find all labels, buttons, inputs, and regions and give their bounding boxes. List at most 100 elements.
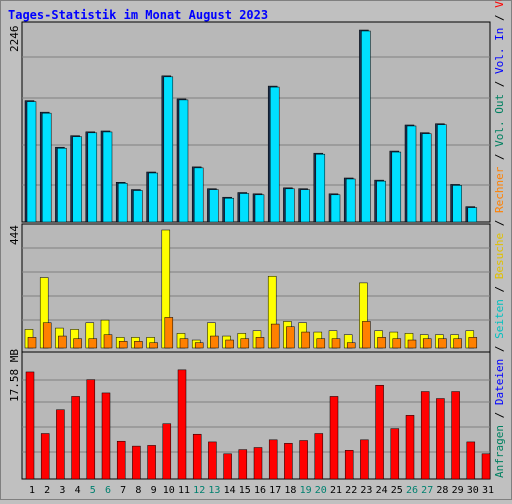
bar-rechner-24 <box>377 337 386 349</box>
legend-part-10: Vol. Out <box>493 94 506 147</box>
bar-rechner-17 <box>270 323 280 349</box>
x-tick-label-15: 15 <box>239 485 251 496</box>
x-tick-label-7: 7 <box>120 485 126 496</box>
bar-volumen-6 <box>101 392 111 480</box>
bar-volumen-12 <box>192 433 202 480</box>
bar-anfragen-19 <box>300 189 310 223</box>
bar-volumen-10 <box>162 423 172 480</box>
x-tick-label-4: 4 <box>75 485 81 496</box>
bar-anfragen-27 <box>421 133 432 223</box>
bar-rechner-16 <box>255 337 265 349</box>
bar-anfragen-2 <box>41 112 52 223</box>
bar-volumen-8 <box>132 445 141 480</box>
bar-volumen-21 <box>329 396 339 480</box>
bar-volumen-2 <box>40 433 50 480</box>
bar-anfragen-24 <box>376 180 386 223</box>
bar-rechner-3 <box>58 335 67 349</box>
bar-rechner-10 <box>164 317 174 349</box>
bar-volumen-5 <box>86 379 96 480</box>
bar-anfragen-16 <box>254 194 265 223</box>
bar-anfragen-17 <box>269 86 280 223</box>
x-tick-label-13: 13 <box>208 485 220 496</box>
legend-part-1: / <box>493 405 506 425</box>
x-tick-label-29: 29 <box>452 485 464 496</box>
bar-anfragen-15 <box>239 193 250 223</box>
x-tick-label-24: 24 <box>376 485 388 496</box>
bar-rechner-6 <box>103 334 113 349</box>
top-ymax-label: 2246 <box>8 26 21 53</box>
x-tick-label-10: 10 <box>163 485 175 496</box>
legend-part-8: Rechner <box>493 166 506 213</box>
legend-part-2: Dateien <box>493 359 506 405</box>
x-tick-label-2: 2 <box>44 485 50 496</box>
bar-rechner-2 <box>42 322 52 349</box>
bar-anfragen-25 <box>391 151 402 223</box>
bar-anfragen-22 <box>345 178 356 223</box>
bar-anfragen-13 <box>209 189 219 223</box>
x-tick-label-31: 31 <box>482 485 494 496</box>
x-tick-label-1: 1 <box>29 485 35 496</box>
bar-rechner-7 <box>118 341 128 349</box>
bar-volumen-31 <box>481 453 491 480</box>
bar-anfragen-20 <box>315 153 326 223</box>
bar-volumen-30 <box>466 441 476 480</box>
x-tick-label-12: 12 <box>193 485 205 496</box>
bar-rechner-4 <box>73 338 82 349</box>
bar-rechner-27 <box>422 338 432 349</box>
bar-volumen-15 <box>238 449 248 480</box>
legend-part-7: / <box>493 213 506 233</box>
x-tick-label-21: 21 <box>330 485 342 496</box>
bar-rechner-23 <box>362 321 371 349</box>
bar-volumen-24 <box>375 384 384 480</box>
bar-volumen-17 <box>268 439 278 480</box>
bar-rechner-5 <box>88 338 98 349</box>
bar-rechner-13 <box>210 335 219 349</box>
bar-anfragen-28 <box>437 124 447 223</box>
bar-rechner-20 <box>316 338 326 349</box>
bar-rechner-15 <box>240 338 250 349</box>
bar-volumen-20 <box>314 433 324 480</box>
x-tick-label-8: 8 <box>135 485 141 496</box>
right-legend: Anfragen / Dateien / Seiten / Besuche / … <box>493 0 506 478</box>
bar-volumen-28 <box>436 398 445 480</box>
bar-rechner-1 <box>27 337 37 349</box>
x-tick-label-14: 14 <box>224 485 236 496</box>
bar-rechner-9 <box>149 342 158 349</box>
bar-rechner-25 <box>392 338 402 349</box>
x-tick-label-23: 23 <box>360 485 372 496</box>
bar-rechner-22 <box>346 342 356 349</box>
bar-anfragen-29 <box>452 185 462 223</box>
bar-volumen-18 <box>284 443 293 480</box>
legend-part-13: / <box>493 8 506 28</box>
bar-rechner-29 <box>453 338 462 349</box>
bar-volumen-7 <box>116 440 126 480</box>
bar-volumen-14 <box>223 453 232 480</box>
bar-anfragen-11 <box>178 99 189 223</box>
x-tick-label-30: 30 <box>467 485 479 496</box>
bar-volumen-13 <box>208 441 217 480</box>
bar-rechner-14 <box>225 339 234 349</box>
x-tick-label-11: 11 <box>178 485 190 496</box>
bar-volumen-11 <box>177 369 187 480</box>
legend-part-9: / <box>493 147 506 167</box>
bar-anfragen-18 <box>285 188 295 223</box>
bar-rechner-11 <box>179 338 189 349</box>
legend-part-4: Seiten <box>493 299 506 339</box>
legend-part-12: Vol. In <box>493 28 506 74</box>
bar-volumen-29 <box>451 391 460 480</box>
bar-anfragen-23 <box>361 30 371 223</box>
x-tick-label-9: 9 <box>151 485 157 496</box>
bar-rechner-21 <box>331 338 341 349</box>
bar-volumen-25 <box>390 428 400 480</box>
bottom-ymax-label: 17.58 MB <box>8 349 21 402</box>
legend-part-0: Anfragen <box>493 425 506 478</box>
bar-rechner-8 <box>134 341 143 349</box>
legend-part-14: Volumen <box>493 0 506 8</box>
bar-volumen-3 <box>56 409 65 480</box>
x-tick-label-18: 18 <box>284 485 296 496</box>
bar-volumen-4 <box>71 396 80 480</box>
bar-rechner-19 <box>301 331 310 349</box>
bar-anfragen-1 <box>26 101 37 223</box>
